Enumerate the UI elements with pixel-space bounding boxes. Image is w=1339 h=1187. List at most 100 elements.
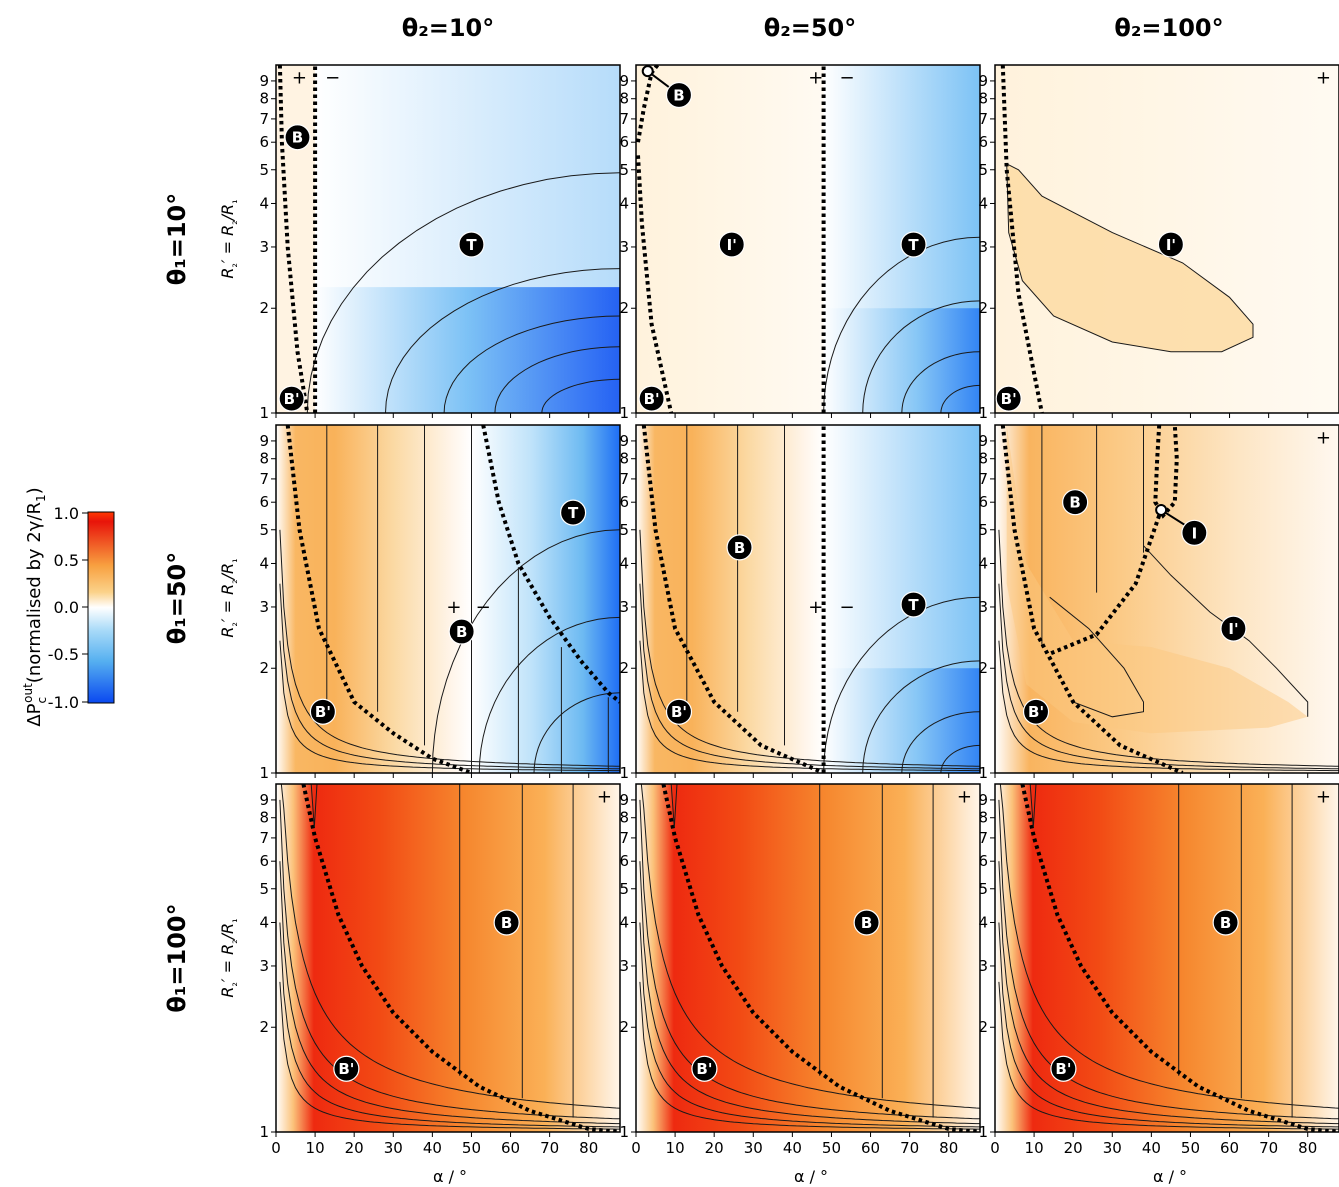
contour-line [1049, 596, 1144, 718]
heatmap-band [276, 425, 472, 773]
contour-line [639, 583, 980, 770]
panel-r2-c1: 1 2 3 4 5 6 7 89 + − T B B' [259, 424, 621, 782]
x-axis-label-2: α / ° [794, 1167, 828, 1186]
y-tick-label: 9 [259, 432, 269, 450]
y-tick-label: 3 [978, 598, 988, 616]
contour-lines [1000, 65, 1254, 413]
y-tick-label: 4 [259, 913, 269, 931]
y-tick-label: 8 [259, 809, 269, 827]
region-badge: B' [309, 698, 337, 725]
row-title-1: θ₁=10° [163, 193, 191, 286]
y-tick-label: 6 [619, 133, 629, 151]
region-badge: T [900, 231, 927, 258]
region-label: B' [644, 390, 660, 408]
contour-line [1143, 545, 1309, 717]
y-tick-label: 5 [619, 161, 629, 179]
y-tick-label: 3 [978, 957, 988, 975]
panel-frame [275, 783, 621, 1133]
contour-line [639, 981, 980, 1130]
contour-line [940, 744, 980, 773]
x-tick-label: 80 [1298, 1139, 1317, 1157]
phase-boundary [1048, 514, 1162, 656]
contour-lines [636, 65, 980, 413]
region-badge: T [559, 499, 587, 526]
region-badge: T [900, 591, 927, 618]
contour-line [998, 981, 1339, 1130]
y-tick-label: 4 [978, 554, 988, 572]
y-tick-label: 4 [619, 913, 629, 931]
y-tick-label: 2 [259, 1018, 269, 1036]
panel-frame [994, 64, 1339, 414]
colorbar: 1.0 0.5 0.0 -0.5 -1.0 ΔPcout(normalised … [21, 487, 115, 727]
x-axis-label-1: α / ° [433, 1167, 467, 1186]
heatmap-band [471, 425, 620, 773]
region-badge: I [1181, 519, 1208, 546]
panel-r2-c3: 1 2 3 4 5 6 7 89 + B I I' B' [978, 424, 1339, 782]
contour-lines [279, 425, 620, 773]
x-tick-label: 50 [822, 1139, 841, 1157]
phase-boundary [1000, 65, 1044, 413]
x-tick-label: 70 [1259, 1139, 1278, 1157]
y-tick-label: 9 [619, 72, 629, 90]
panel-frame [275, 64, 621, 414]
y-tick-label: 3 [619, 238, 629, 256]
contour-line [823, 596, 980, 773]
y-tick-label: 5 [259, 880, 269, 898]
y-tick-label: 4 [619, 194, 629, 212]
heatmap-band [995, 784, 1339, 1132]
phase-boundary [301, 784, 620, 1132]
y-tick-label: 6 [978, 133, 988, 151]
region-label: B' [338, 1060, 354, 1078]
contour-line [998, 861, 1339, 1125]
sign-marker: + [1316, 68, 1331, 89]
y-tick-label: 2 [259, 659, 269, 677]
x-tick-label: 40 [783, 1139, 802, 1157]
region-badge: B' [995, 385, 1022, 412]
y-tick-label: 3 [619, 598, 629, 616]
y-tick-label: 3 [259, 957, 269, 975]
sign-marker: − [476, 597, 491, 618]
y-tick-label: 7 [259, 470, 269, 488]
sign-marker: + [957, 787, 972, 808]
y-tick-label: 8 [259, 90, 269, 108]
x-tick-label: 0 [990, 1139, 1000, 1157]
x-tick-label: 80 [939, 1139, 958, 1157]
y-tick-label: 2 [259, 299, 269, 317]
region-badge: B [493, 909, 520, 936]
y-axis-label-3: R₂′ = R₂/R₁ [218, 918, 240, 997]
y-tick-label: 3 [619, 957, 629, 975]
contour-line [670, 784, 678, 828]
region-label: I' [727, 236, 737, 254]
phase-boundary [641, 425, 825, 773]
region-label: B [1069, 494, 1080, 512]
y-tick-label: 8 [619, 90, 629, 108]
y-tick-label: 4 [978, 913, 988, 931]
phase-boundary [481, 425, 620, 704]
y-tick-label: 1 [978, 404, 988, 422]
region-label: B' [284, 390, 300, 408]
contour-line [998, 529, 1339, 767]
y-tick-label: 5 [619, 521, 629, 539]
y-tick-label: 4 [259, 554, 269, 572]
y-tick-label: 2 [978, 1018, 988, 1036]
region-badge: B [853, 909, 880, 936]
y-tick-label: 5 [619, 880, 629, 898]
y-tick-label: 8 [978, 450, 988, 468]
x-tick-label: 40 [423, 1139, 442, 1157]
x-tick-label: 10 [306, 1139, 325, 1157]
sign-marker: + [808, 68, 823, 89]
triple-point-marker [641, 65, 654, 78]
region-badge: B [1212, 909, 1239, 936]
region-badge: B' [691, 1055, 718, 1082]
x-tick-label: 60 [1220, 1139, 1239, 1157]
y-tick-label: 1 [619, 1123, 629, 1141]
region-label: B [1220, 914, 1231, 932]
x-axis-label-3: α / ° [1153, 1167, 1187, 1186]
contour-lines [279, 784, 620, 1132]
region-label: B' [1001, 390, 1017, 408]
y-axis-label-2: R₂′ = R₂/R₁ [218, 558, 240, 637]
y-tick-label: 1 [978, 764, 988, 782]
contour-line [385, 268, 620, 413]
